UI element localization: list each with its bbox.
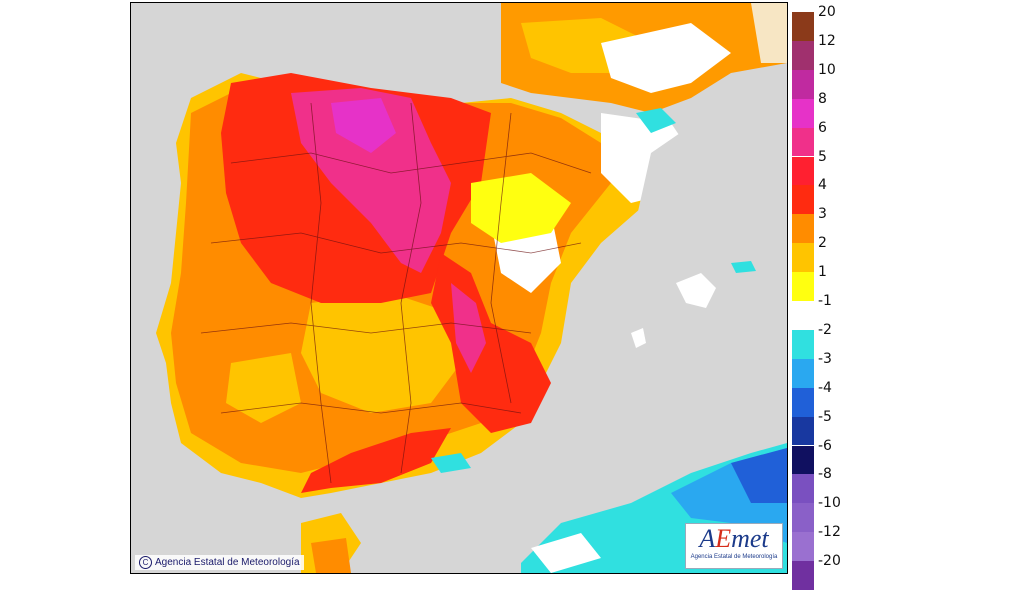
legend-label: -4 [818, 379, 832, 396]
copyright-text: Agencia Estatal de Meteorología [155, 557, 300, 568]
color-legend [792, 12, 814, 590]
legend-label: 1 [818, 264, 827, 281]
legend-label: 10 [818, 61, 836, 78]
legend-swatch [792, 214, 814, 244]
aemet-logo: AEmet Agencia Estatal de Meteorología [685, 523, 783, 569]
legend-swatch [792, 387, 814, 417]
legend-swatch [792, 12, 814, 41]
logo-wordmark: AEmet [699, 524, 769, 553]
legend-swatch [792, 503, 814, 533]
legend-swatch [792, 474, 814, 504]
legend-label: -8 [818, 466, 832, 483]
legend-label: -10 [818, 495, 841, 512]
legend-label: -12 [818, 524, 841, 541]
legend-swatch [792, 40, 814, 70]
legend-label: 2 [818, 235, 827, 252]
legend-label: -20 [818, 553, 841, 570]
legend-swatch [792, 156, 814, 186]
legend-swatch [792, 98, 814, 128]
legend-swatch [792, 127, 814, 157]
copyright-icon: C [139, 556, 152, 569]
legend-swatch [792, 532, 814, 562]
legend-swatch [792, 445, 814, 475]
legend-swatch [792, 329, 814, 359]
temperature-anomaly-map [131, 3, 787, 573]
legend-label: 12 [818, 32, 836, 49]
legend-label: 6 [818, 119, 827, 136]
legend-label: 8 [818, 90, 827, 107]
legend-swatch [792, 69, 814, 99]
legend-label: 4 [818, 177, 827, 194]
legend-swatch [792, 243, 814, 273]
mallorca-land [676, 273, 716, 308]
legend-swatch [792, 301, 814, 330]
legend-label: -5 [818, 408, 832, 425]
legend-swatch [792, 185, 814, 215]
legend-label: 20 [818, 4, 836, 20]
legend-label: 5 [818, 148, 827, 165]
legend-swatch [792, 272, 814, 301]
logo-subtitle: Agencia Estatal de Meteorología [690, 554, 778, 560]
legend-label: -1 [818, 293, 832, 309]
legend-label: -2 [818, 321, 832, 338]
legend-swatch [792, 416, 814, 446]
legend-label: -3 [818, 350, 832, 367]
copyright-notice: C Agencia Estatal de Meteorología [135, 555, 304, 570]
legend-swatch [792, 358, 814, 388]
legend-label: -6 [818, 437, 832, 454]
legend-label: 3 [818, 206, 827, 223]
map-frame: C Agencia Estatal de Meteorología AEmet A… [130, 2, 788, 574]
